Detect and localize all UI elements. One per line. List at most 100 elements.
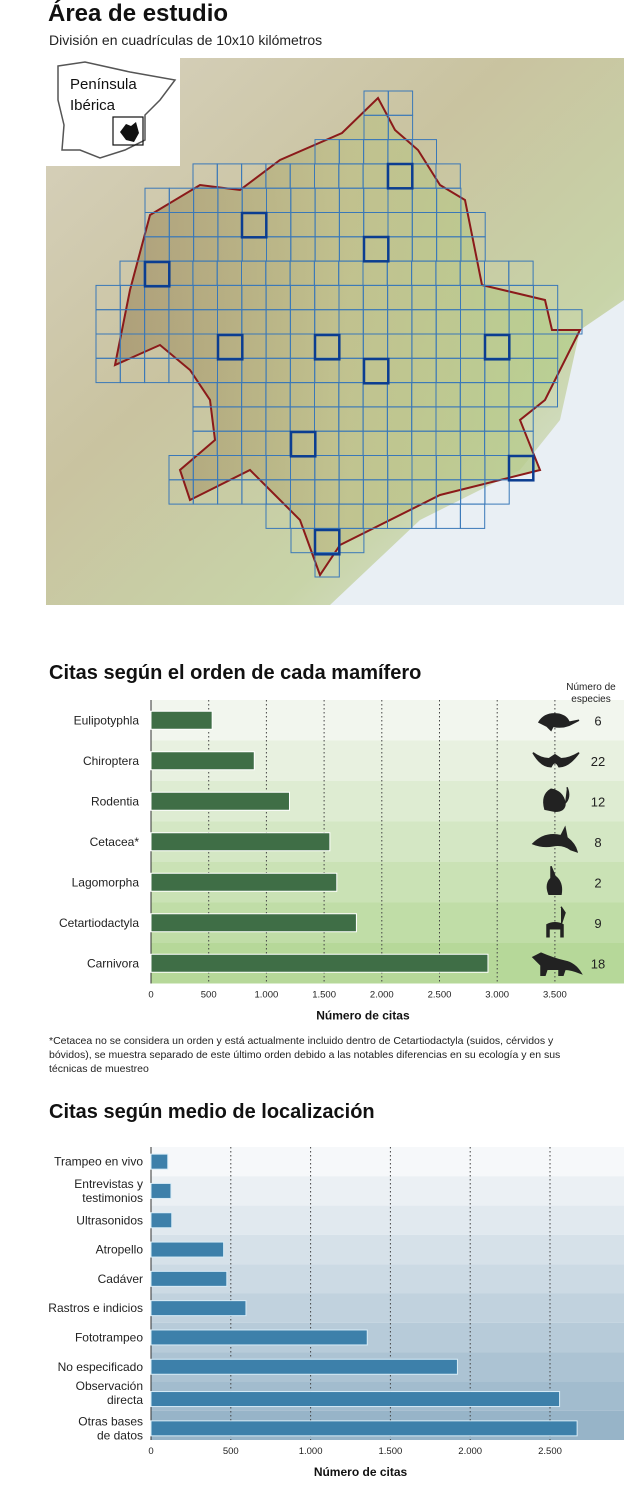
chart2-title: Citas según medio de localización (49, 1101, 375, 1123)
category-label: Eulipotyphla (74, 713, 140, 727)
bar (150, 791, 290, 811)
sea (330, 300, 624, 605)
bar (150, 1329, 368, 1346)
sampled-grid-cell (362, 357, 390, 385)
species-header: Número de (566, 682, 616, 693)
category-label: Cadáver (98, 1272, 143, 1286)
bar (150, 1153, 169, 1170)
bar (150, 1212, 173, 1229)
grid-cell (314, 552, 340, 578)
category-label: Trampeo en vivo (54, 1155, 143, 1169)
category-label: Ultrasonidos (76, 1213, 143, 1227)
bar (150, 872, 338, 892)
bar (150, 710, 213, 730)
grid-cell (484, 479, 510, 505)
x-tick-label: 0 (148, 1446, 153, 1457)
bar (150, 1241, 225, 1258)
x-tick-label: 3.500 (543, 990, 567, 1001)
category-label: No especificado (58, 1360, 144, 1374)
bar (150, 832, 331, 852)
grid-cell (557, 309, 583, 335)
species-count: 2 (594, 875, 601, 890)
inset-label-2: Ibérica (70, 97, 116, 114)
grid-cell (459, 503, 486, 529)
x-tick-label: 1.500 (312, 990, 336, 1001)
shrew-icon-shape (537, 713, 580, 732)
map-title: Área de estudio (48, 0, 229, 27)
bar (150, 1270, 228, 1287)
dolphin-icon (531, 825, 579, 853)
bar (150, 913, 357, 933)
deer-icon (546, 906, 566, 938)
category-label: Otras bases (78, 1414, 143, 1428)
grid-10x10km (95, 90, 583, 578)
bat-icon-shape (532, 752, 580, 768)
inset-label-1: Península (70, 76, 137, 93)
x-tick-label: 500 (223, 1446, 239, 1457)
x-tick-label: 1.000 (255, 990, 279, 1001)
category-label: Entrevistas y (74, 1177, 143, 1191)
row-background (151, 1205, 624, 1235)
study-area-map: Península Ibérica (46, 58, 624, 605)
shrew-icon (537, 713, 580, 732)
x-axis-title: Número de citas (316, 1009, 410, 1023)
species-count: 22 (591, 754, 605, 769)
grid-cell (532, 382, 559, 408)
category-label: de datos (97, 1428, 143, 1442)
category-label: directa (107, 1393, 143, 1407)
fox-icon-shape (531, 952, 583, 976)
sampled-grid-cell (143, 260, 171, 288)
category-label: Chiroptera (83, 754, 139, 768)
sampled-grid-cell (362, 235, 390, 263)
sampled-grid-cell (483, 333, 511, 361)
sampled-grid-cell (313, 333, 341, 361)
study-area-silhouette-icon (120, 122, 139, 142)
species-count: 18 (591, 956, 605, 971)
category-label: Cetartiodactyla (59, 916, 139, 930)
x-tick-label: 3.000 (485, 990, 509, 1001)
bat-icon (532, 752, 580, 768)
bar (150, 1300, 247, 1317)
row-background (151, 1176, 624, 1206)
species-header: especies (571, 694, 610, 705)
bar (150, 1182, 172, 1199)
sampled-grid-cell (216, 333, 244, 361)
category-label: Rastros e indicios (48, 1301, 143, 1315)
row-background (151, 1147, 624, 1177)
species-count: 12 (591, 794, 605, 809)
x-tick-label: 2.000 (458, 1446, 482, 1457)
x-tick-label: 2.500 (428, 990, 452, 1001)
rabbit-icon (546, 865, 563, 895)
sampled-grid-cell (289, 430, 317, 458)
row-background (151, 1264, 624, 1294)
footnote: *Cetacea no se considera un orden y está… (49, 1035, 561, 1075)
chart-orders: 0 500 1.000 1.500 2.000 2.500 3.000 3.500 Eulipo… (59, 682, 624, 1023)
x-tick-label: 2.500 (538, 1446, 562, 1457)
x-tick-label: 0 (148, 990, 153, 1001)
chart1-title: Citas según el orden de cada mamífero (49, 662, 422, 684)
sampled-grid-cell (313, 528, 341, 556)
category-label: Fototrampeo (75, 1330, 143, 1344)
deer-icon-shape (546, 906, 566, 938)
category-label: Atropello (96, 1243, 144, 1257)
sampled-grid-cell (386, 162, 414, 190)
category-label: Carnivora (87, 956, 139, 970)
bar (150, 953, 489, 973)
rodent-icon (543, 786, 570, 813)
category-label: Rodentia (91, 794, 139, 808)
bar (150, 1420, 578, 1437)
map-subtitle: División en cuadrículas de 10x10 kilómet… (49, 32, 323, 48)
rabbit-icon-shape (546, 865, 563, 895)
sampled-grid-cell (240, 211, 268, 239)
species-count: 8 (594, 835, 601, 850)
category-label: Lagomorpha (72, 875, 140, 889)
species-count: 9 (594, 916, 601, 931)
category-label: Cetacea* (90, 835, 140, 849)
row-background (151, 1234, 624, 1265)
bar (150, 1391, 561, 1408)
x-axis-title: Número de citas (314, 1465, 408, 1479)
iberia-inset: Península Ibérica (46, 58, 180, 166)
sampled-grid-cell (507, 454, 535, 482)
fox-icon (531, 952, 583, 976)
